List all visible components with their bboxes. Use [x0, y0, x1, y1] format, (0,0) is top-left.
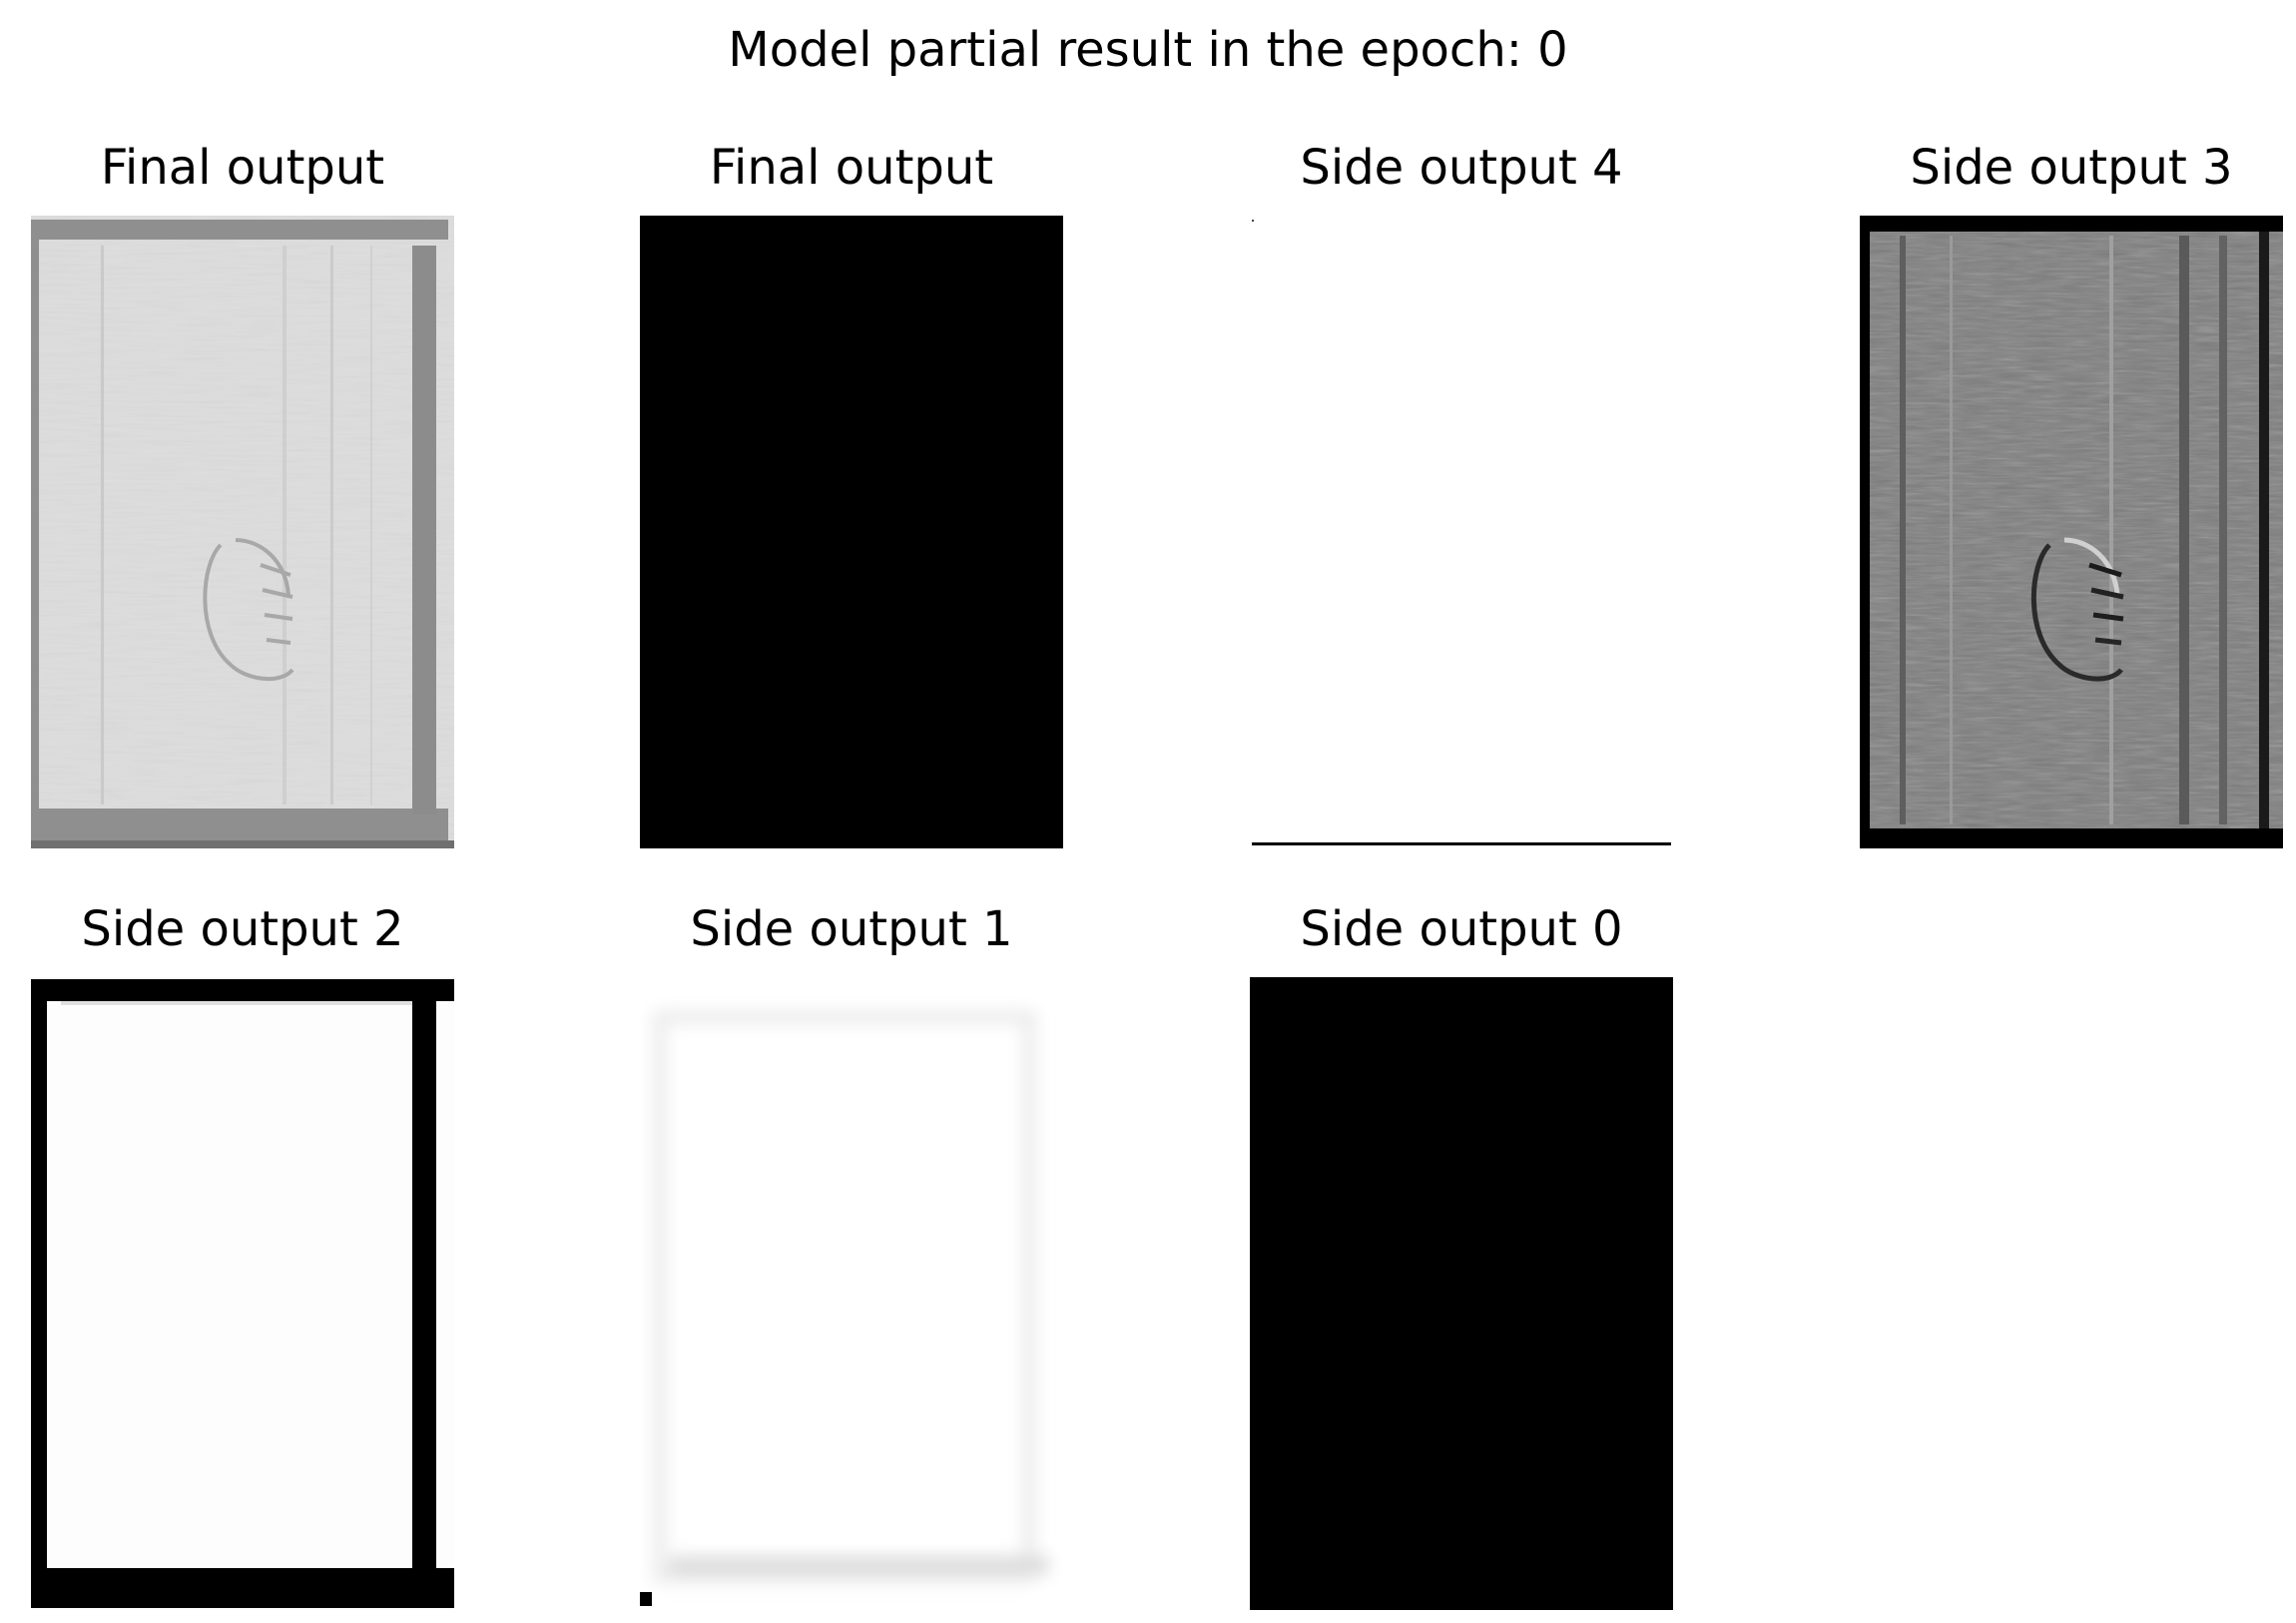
panel-title: Side output 4 [1300, 140, 1623, 196]
panel-title: Final output [100, 140, 385, 196]
panel-title: Side output 1 [690, 901, 1013, 957]
figure-title: Model partial result in the epoch: 0 [728, 22, 1568, 78]
output-image-dark-texture [1860, 216, 2283, 848]
panel-title: Side output 3 [1910, 140, 2233, 196]
output-image-gray-svg [31, 216, 454, 848]
output-image-white [1250, 216, 1673, 848]
output-image-black-svg [640, 216, 1063, 848]
output-image-faint [640, 977, 1063, 1610]
output-image-white-svg [1250, 216, 1673, 848]
output-image-dark-texture-svg [1860, 216, 2283, 848]
output-image-faint-svg [640, 977, 1063, 1610]
output-image-black [640, 216, 1063, 848]
output-image-white-frame [31, 977, 454, 1610]
panel-title: Final output [709, 140, 994, 196]
output-image-white-frame-svg [31, 977, 454, 1610]
panel-title: Side output 0 [1300, 901, 1623, 957]
panel-title: Side output 2 [81, 901, 404, 957]
output-image-black-2-svg [1250, 977, 1673, 1610]
output-image-black-2 [1250, 977, 1673, 1610]
output-image-gray [31, 216, 454, 848]
